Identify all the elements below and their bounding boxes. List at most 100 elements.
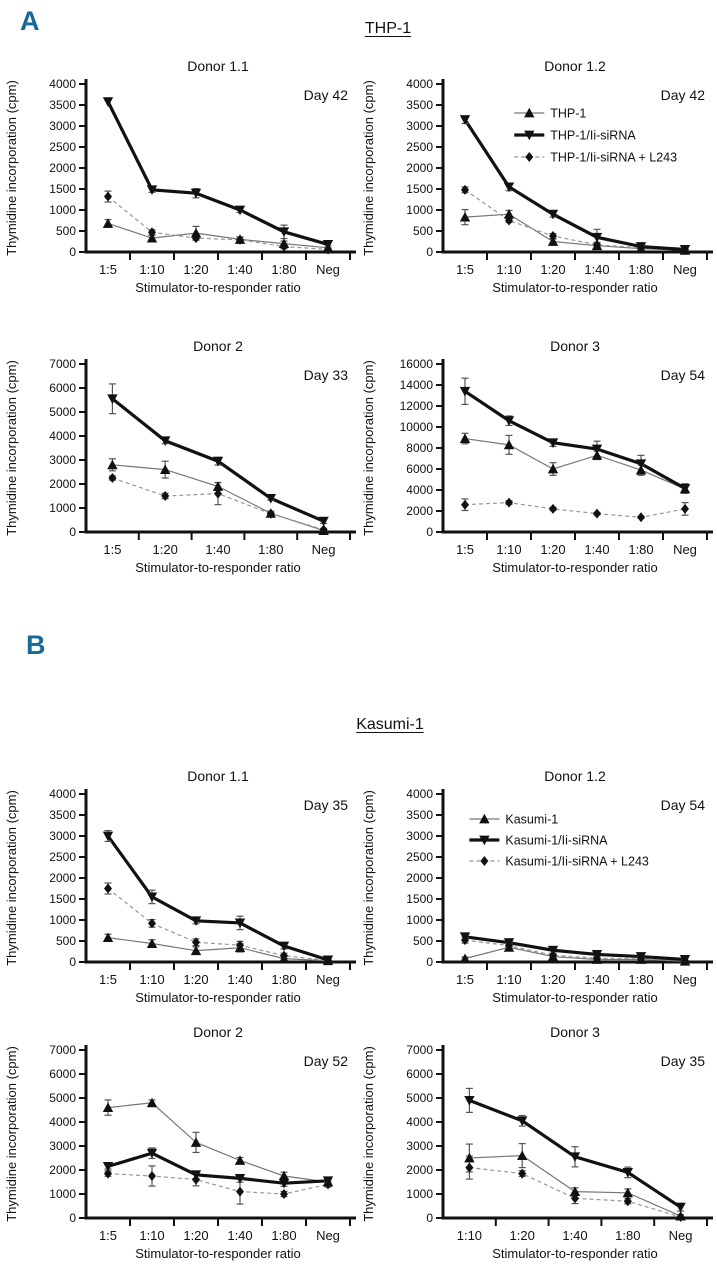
series-line-thp-1 [464,437,686,490]
series-line-thp-1-ii-sirna [464,389,686,490]
triangle-down-marker [517,1116,528,1126]
y-tick-label: 3000 [406,1139,433,1153]
diamond-marker [148,1171,156,1181]
y-tick-label: 0 [426,955,433,969]
triangle-down-marker [679,245,691,255]
diamond-marker [593,239,601,250]
triangle-down-marker [459,932,471,942]
diamond-marker [593,508,601,519]
y-tick-label: 5000 [49,405,76,419]
diamond-marker [161,491,170,501]
triangle-up-marker [569,1186,581,1197]
series-line-thp-1-ii-sirna-l243 [464,189,686,251]
series-line-thp-1-ii-sirna [106,100,329,246]
x-tick-label: 1:5 [456,972,474,987]
y-tick-label: 0 [426,525,433,539]
triangle-down-marker [102,97,114,107]
triangle-down-marker [635,242,647,252]
triangle-down-marker [675,1202,686,1213]
triangle-up-marker [547,236,559,246]
y-tick-label: 3000 [49,1139,76,1153]
y-tick-label: 4000 [49,77,76,91]
day-label: Day 54 [661,797,706,813]
triangle-up-marker [459,433,471,443]
x-tick-label: 1:10 [496,972,521,987]
x-tick-label: 1:40 [227,262,252,277]
x-tick-label: 1:20 [153,542,178,557]
triangle-up-marker [459,953,471,964]
triangle-down-marker [190,916,202,927]
x-tick-label: 1:80 [271,972,296,987]
y-tick-label: 7000 [406,1043,433,1057]
legend-label: THP-1/Ii-siRNA [550,129,636,143]
y-tick-label: 2500 [49,140,76,154]
x-axis-label: Stimulator-to-responder ratio [135,990,300,1005]
x-tick-label: 1:20 [540,542,565,557]
y-tick-label: 1500 [406,182,433,196]
chart-title: Donor 3 [550,1024,600,1040]
triangle-up-marker [524,107,535,118]
panel-a-label: A [20,6,40,36]
triangle-down-marker [234,918,246,929]
diamond-marker [148,227,156,238]
chart-b-donor-1-2: Donor 1.2 Day 54 Thymidine incorporation (… [361,768,713,1005]
x-axis-label: Stimulator-to-responder ratio [492,1246,657,1261]
panel-b-label: B [26,630,46,660]
chart-title: Donor 1.1 [187,58,249,74]
chart-a-donor-2: Donor 2 Day 33 Thymidine incorporation (cp… [4,338,356,575]
x-tick-label: 1:10 [496,262,521,277]
y-tick-label: 6000 [406,462,433,476]
diamond-marker [104,1168,112,1179]
y-tick-label: 2000 [406,1163,433,1177]
diamond-marker [236,234,244,245]
y-axis-label: Thymidine incorporation (cpm) [4,1046,19,1222]
chart-title: Donor 2 [193,338,243,354]
triangle-down-marker [265,493,276,504]
x-tick-label: 1:20 [183,1228,208,1243]
day-label: Day 52 [304,1053,349,1069]
x-tick-label: 1:20 [540,262,565,277]
y-tick-label: 4000 [406,77,433,91]
x-tick-label: 1:80 [628,262,653,277]
x-tick-label: 1:40 [227,1228,252,1243]
y-tick-label: 4000 [49,429,76,443]
diamond-marker [192,937,200,948]
diamond-marker [148,918,156,929]
x-tick-label: 1:40 [584,262,609,277]
y-tick-label: 0 [426,245,433,259]
triangle-down-marker [622,1167,633,1178]
y-tick-label: 500 [56,934,76,948]
y-tick-label: 1000 [49,913,76,927]
diamond-marker [549,503,557,514]
y-tick-label: 10000 [400,420,434,434]
series-line-thp-1-ii-sirna [463,118,686,252]
triangle-down-marker [322,240,334,250]
section-title-kasumi1: Kasumi-1 [356,716,424,733]
series-line-kasumi-1-ii-sirna [107,1151,329,1185]
triangle-up-marker [107,459,118,470]
x-tick-label: 1:20 [183,262,208,277]
y-tick-label: 500 [413,934,433,948]
y-tick-label: 0 [69,525,76,539]
triangle-down-marker [318,516,329,527]
series-line-kasumi-1-ii-sirna-l243 [469,1167,681,1218]
y-tick-label: 6000 [406,1067,433,1081]
series-line-thp-1 [464,213,686,251]
x-axis-label: Stimulator-to-responder ratio [492,280,657,295]
y-tick-label: 3500 [49,808,76,822]
series-line-kasumi-1-ii-sirna-l243 [107,1173,329,1195]
y-tick-label: 8000 [406,441,433,455]
y-tick-label: 0 [426,1211,433,1225]
chart-a-donor-1-1: Donor 1.1 Day 42 Thymidine incorporation (… [4,58,356,295]
y-axis-label: Thymidine incorporation (cpm) [361,360,376,536]
y-tick-label: 1000 [406,203,433,217]
triangle-down-marker [503,182,515,193]
y-tick-label: 4000 [406,483,433,497]
triangle-down-marker [190,188,202,199]
legend-label: THP-1 [550,107,586,121]
chart-a-donor-1-2: Donor 1.2 Day 42 Thymidine incorporation (… [361,58,713,295]
triangle-up-marker [190,1137,202,1147]
y-tick-label: 2500 [406,850,433,864]
x-tick-label: 1:10 [139,262,164,277]
y-tick-label: 4000 [49,1115,76,1129]
